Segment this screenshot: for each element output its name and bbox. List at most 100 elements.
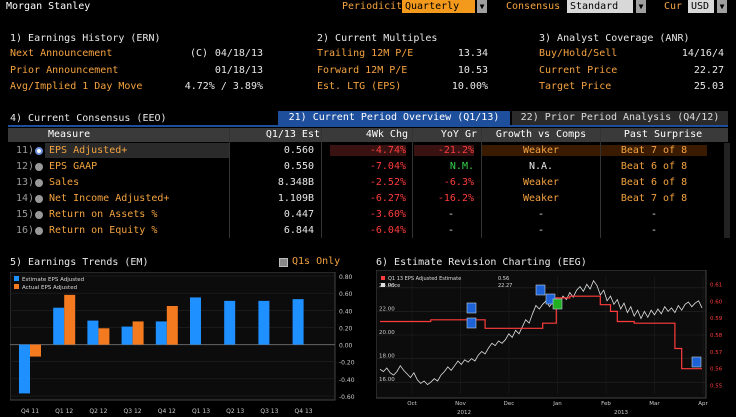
revision-chart-title[interactable]: 6) Estimate Revision Charting (EEG) bbox=[376, 257, 587, 268]
bar bbox=[258, 300, 270, 345]
currency-label: Cur bbox=[664, 1, 683, 12]
x-tick-label: Q4 12 bbox=[158, 408, 176, 415]
q1s-only-checkbox[interactable] bbox=[279, 258, 288, 267]
tab-current-period[interactable]: 21) Current Period Overview (Q1/13) bbox=[278, 111, 510, 125]
rev-y-ticks: 24.00 22.00 20.00 18.00 16.00 0.61 0.60 0.59 0.5… bbox=[379, 282, 723, 389]
estimate-marker-icon bbox=[552, 298, 563, 310]
comps-value: - bbox=[537, 209, 545, 220]
radio-icon[interactable] bbox=[35, 163, 43, 171]
radio-icon[interactable] bbox=[35, 211, 43, 219]
bar bbox=[121, 326, 133, 345]
estimate-markers bbox=[466, 284, 702, 368]
right-tick-label: 0.60 bbox=[710, 299, 723, 305]
tab-prior-period[interactable]: 22) Prior Period Analysis (Q4/12) bbox=[512, 111, 728, 125]
y-tick-label: 0.80 bbox=[339, 274, 353, 281]
bar bbox=[132, 321, 144, 345]
col-surprise: Past Surprise bbox=[623, 129, 703, 140]
earnings-trends-chart: 0.80 0.60 0.40 0.20 0.00 -0.20 -0.40 -0.60 Q4 1… bbox=[10, 272, 365, 417]
measure-label[interactable]: EPS GAAP bbox=[49, 161, 98, 172]
measure-label[interactable]: Sales bbox=[49, 177, 80, 188]
left-tick-label: 18.00 bbox=[379, 354, 395, 360]
month-label: Mar bbox=[649, 401, 660, 407]
scrollbar[interactable] bbox=[724, 143, 730, 238]
analyst-coverage-title[interactable]: 3) Analyst Coverage (ANR) bbox=[539, 33, 690, 44]
currency-select[interactable]: USD bbox=[688, 0, 714, 13]
surprise-value: Beat 7 of 8 bbox=[620, 193, 688, 204]
consensus-table-header: Measure Q1/13 Est 4Wk Chg YoY Gr Growth … bbox=[8, 128, 728, 142]
est-value: 1.109B bbox=[277, 193, 314, 204]
current-multiples-title: 2) Current Multiples bbox=[317, 33, 438, 44]
radio-icon[interactable] bbox=[35, 179, 43, 187]
row-number: 12) bbox=[16, 161, 35, 172]
surprise-value: - bbox=[650, 209, 658, 220]
surprise-value: Beat 6 of 8 bbox=[620, 161, 688, 172]
col-comps: Growth vs Comps bbox=[495, 129, 587, 140]
bar bbox=[98, 328, 110, 345]
measure-label[interactable]: EPS Adjusted+ bbox=[49, 145, 128, 156]
bar bbox=[87, 320, 99, 345]
comps-value: Weaker bbox=[522, 193, 560, 204]
y-tick-label: 0.20 bbox=[339, 325, 353, 332]
yoy-value: -6.3% bbox=[443, 177, 474, 188]
bar bbox=[30, 344, 41, 357]
rev-legend: Q1 13 EPS Adjusted Estimate 0.56 Price 22.2… bbox=[381, 276, 512, 289]
month-label: Dec bbox=[504, 401, 515, 407]
left-tick-label: 22.00 bbox=[379, 306, 395, 312]
measure-label[interactable]: Return on Equity % bbox=[49, 225, 158, 236]
avg-move-label: Avg/Implied 1 Day Move bbox=[10, 81, 143, 92]
comps-value: Weaker bbox=[482, 145, 600, 156]
x-tick-label: Q3 13 bbox=[260, 408, 278, 415]
y-tick-label: -0.60 bbox=[339, 394, 355, 401]
measure-label[interactable]: Net Income Adjusted+ bbox=[49, 193, 170, 204]
revision-chart: 24.00 22.00 20.00 18.00 16.00 0.61 0.60 0.59 0.5… bbox=[376, 270, 732, 417]
right-tick-label: 0.58 bbox=[710, 333, 723, 339]
col-chg: 4Wk Chg bbox=[365, 129, 408, 140]
chg-value: -3.60% bbox=[369, 209, 406, 220]
x-tick-label: Q1 12 bbox=[55, 408, 73, 415]
col-measure: Measure bbox=[48, 129, 91, 140]
y-tick-label: 0.00 bbox=[339, 343, 353, 350]
consensus-chevron-down-icon[interactable]: ▼ bbox=[636, 0, 646, 13]
q1s-only-label[interactable]: Q1s Only bbox=[292, 256, 341, 267]
x-axis-ticks: Q4 11 Q1 12 Q2 12 Q3 12 Q4 12 Q1 13 Q2 13 Q3 13… bbox=[21, 408, 313, 415]
col-divider bbox=[600, 128, 601, 238]
consensus-title[interactable]: 4) Current Consensus (EEO) bbox=[10, 113, 167, 124]
right-tick-label: 0.55 bbox=[710, 384, 723, 390]
periodicity-chevron-down-icon[interactable]: ▼ bbox=[477, 0, 487, 13]
legend-label: Estimate EPS Adjusted bbox=[22, 277, 84, 283]
forward-pe-label: Forward 12M P/E bbox=[317, 65, 408, 76]
estimate-marker-icon bbox=[466, 317, 477, 329]
prior-announcement-label: Prior Announcement bbox=[10, 65, 119, 76]
radio-icon[interactable] bbox=[35, 227, 43, 235]
right-tick-label: 0.61 bbox=[710, 282, 722, 288]
currency-chevron-down-icon[interactable]: ▼ bbox=[717, 0, 727, 13]
bar bbox=[64, 294, 76, 345]
rev-x-ticks: Oct Nov Dec Jan Feb Mar Apr 2012 2013 bbox=[407, 401, 708, 416]
legend-label: Price bbox=[388, 283, 400, 289]
chg-value: -6.04% bbox=[369, 225, 406, 236]
current-price-label: Current Price bbox=[539, 65, 618, 76]
estimate-marker-icon bbox=[535, 284, 546, 296]
col-divider bbox=[481, 128, 482, 238]
yoy-value: N.M. bbox=[449, 161, 474, 172]
bar bbox=[53, 307, 65, 345]
y-tick-label: 0.40 bbox=[339, 308, 353, 315]
table-row-selected[interactable] bbox=[45, 143, 229, 158]
consensus-select[interactable]: Standard bbox=[567, 0, 633, 13]
yoy-value: -16.2% bbox=[437, 193, 474, 204]
radio-icon[interactable] bbox=[35, 195, 43, 203]
bar-series bbox=[19, 294, 304, 394]
next-announcement-label: Next Announcement bbox=[10, 48, 113, 59]
periodicity-select[interactable]: Quarterly bbox=[402, 0, 475, 13]
bar bbox=[224, 300, 236, 345]
col-yoy: YoY Gr bbox=[440, 129, 477, 140]
buy-hold-sell-value: 14/16/4 bbox=[681, 48, 724, 59]
x-tick-label: Q4 11 bbox=[21, 408, 39, 415]
earnings-trends-title[interactable]: 5) Earnings Trends (EM) bbox=[10, 257, 149, 268]
earnings-history-title[interactable]: 1) Earnings History (ERN) bbox=[10, 33, 161, 44]
legend-swatch bbox=[381, 276, 385, 280]
comps-value: Weaker bbox=[522, 177, 560, 188]
radio-icon[interactable] bbox=[35, 147, 43, 155]
tab-underline bbox=[8, 125, 728, 127]
measure-label[interactable]: Return on Assets % bbox=[49, 209, 158, 220]
